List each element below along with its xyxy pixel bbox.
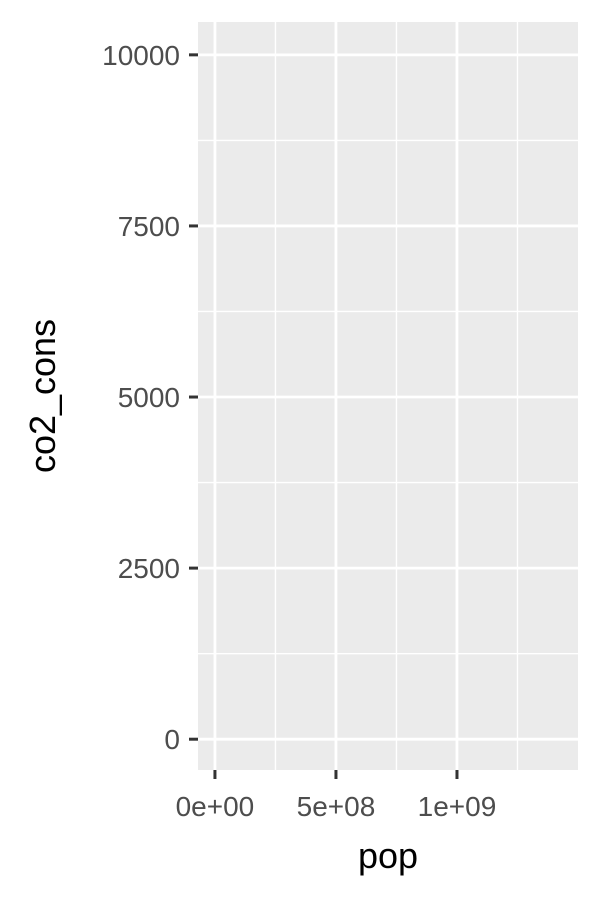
x-axis-ticks: 0e+00 5e+08 1e+09 <box>176 770 497 822</box>
x-axis-title: pop <box>358 835 418 876</box>
y-tick-label: 0 <box>164 724 180 755</box>
grid-major-lines <box>198 22 578 770</box>
y-axis-ticks: 0 2500 5000 7500 10000 <box>102 40 198 755</box>
y-tick-label: 10000 <box>102 40 180 71</box>
x-tick-label: 1e+09 <box>418 791 497 822</box>
x-tick-label: 0e+00 <box>176 791 255 822</box>
y-tick-label: 2500 <box>118 553 180 584</box>
y-axis-title: co2_cons <box>22 319 63 473</box>
y-tick-label: 7500 <box>118 211 180 242</box>
y-tick-label: 5000 <box>118 382 180 413</box>
x-tick-label: 5e+08 <box>297 791 376 822</box>
